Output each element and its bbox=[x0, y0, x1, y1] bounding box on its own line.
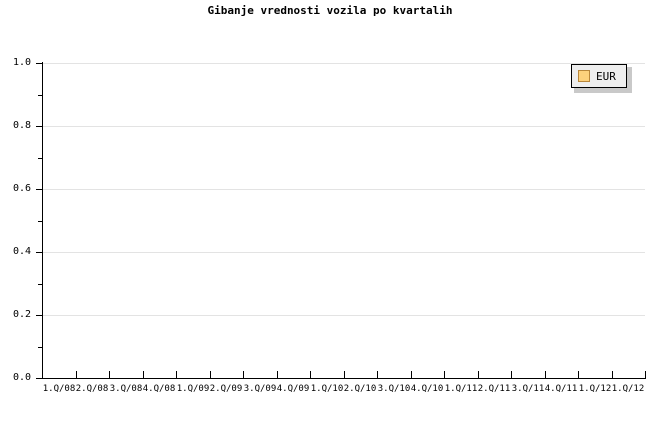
gridline-y bbox=[42, 252, 645, 253]
y-axis-tick-minor bbox=[38, 220, 43, 222]
gridline-y bbox=[42, 126, 645, 127]
x-axis-tick-label: 1.Q/09 bbox=[176, 384, 210, 394]
y-axis-tick-major bbox=[36, 315, 43, 316]
series-layer-eur bbox=[42, 63, 645, 378]
x-axis-tick bbox=[176, 371, 177, 379]
x-axis-tick-label: 1.Q/11 bbox=[444, 384, 478, 394]
x-axis-tick-label: 1.Q/12 bbox=[578, 384, 612, 394]
x-axis-tick bbox=[243, 371, 244, 379]
x-axis-tick bbox=[645, 371, 646, 379]
x-axis-tick bbox=[344, 371, 345, 379]
gridline-y bbox=[42, 189, 645, 190]
y-axis-tick-major bbox=[36, 63, 43, 64]
x-axis-tick bbox=[277, 371, 278, 379]
y-axis-tick-label: 0.0 bbox=[12, 372, 31, 383]
y-axis-tick-label: 0.6 bbox=[12, 183, 31, 194]
x-axis-tick-label: 3.Q/11 bbox=[511, 384, 545, 394]
x-axis-tick-label: 3.Q/10 bbox=[377, 384, 411, 394]
y-axis-tick-major bbox=[36, 378, 43, 379]
x-axis-tick-label: 1.Q/08 bbox=[42, 384, 76, 394]
x-axis-tick bbox=[76, 371, 77, 379]
x-axis-tick bbox=[612, 371, 613, 379]
x-axis-tick-label: 4.Q/08 bbox=[142, 384, 176, 394]
x-axis-tick bbox=[411, 371, 412, 379]
x-axis-tick bbox=[310, 371, 311, 379]
y-axis-tick-label: 0.4 bbox=[12, 246, 31, 257]
gridline-y bbox=[42, 63, 645, 64]
y-axis-tick-minor bbox=[38, 94, 43, 96]
chart-title: Gibanje vrednosti vozila po kvartalih bbox=[207, 4, 453, 17]
gridline-y bbox=[42, 315, 645, 316]
x-axis-tick bbox=[444, 371, 445, 379]
x-axis-tick-label: 3.Q/09 bbox=[243, 384, 277, 394]
x-axis-tick-label: 4.Q/10 bbox=[410, 384, 444, 394]
x-axis-tick-label: 4.Q/11 bbox=[544, 384, 578, 394]
y-axis-tick-minor bbox=[38, 283, 43, 285]
x-axis-tick bbox=[545, 371, 546, 379]
x-axis-tick bbox=[109, 371, 110, 379]
x-axis-tick bbox=[42, 371, 43, 379]
y-axis-tick-label: 0.2 bbox=[12, 309, 31, 320]
series-svg bbox=[42, 63, 645, 378]
y-axis-tick-minor bbox=[38, 346, 43, 348]
x-axis-tick bbox=[210, 371, 211, 379]
chart-legend: EUR bbox=[571, 64, 632, 93]
legend-color-swatch-icon bbox=[578, 70, 590, 82]
x-axis-tick-label: 2.Q/08 bbox=[75, 384, 109, 394]
y-axis-tick-label: 0.8 bbox=[12, 120, 31, 131]
x-axis-tick-label: 3.Q/08 bbox=[109, 384, 143, 394]
x-axis-tick-label: 1.Q/10 bbox=[310, 384, 344, 394]
plot-area bbox=[42, 63, 645, 378]
y-axis-tick-major bbox=[36, 252, 43, 253]
legend-item-label: EUR bbox=[596, 69, 616, 83]
x-axis-tick-label: 4.Q/09 bbox=[276, 384, 310, 394]
x-axis-tick-label: 2.Q/10 bbox=[343, 384, 377, 394]
y-axis-tick-label: 1.0 bbox=[12, 57, 31, 68]
y-axis-tick-minor bbox=[38, 157, 43, 159]
x-axis-tick bbox=[511, 371, 512, 379]
x-axis-tick bbox=[478, 371, 479, 379]
x-axis-tick-label: 1.Q/12 bbox=[611, 384, 645, 394]
x-axis-tick bbox=[377, 371, 378, 379]
y-axis-tick-major bbox=[36, 126, 43, 127]
x-axis-tick-label: 2.Q/11 bbox=[477, 384, 511, 394]
x-axis-tick bbox=[578, 371, 579, 379]
y-axis-tick-major bbox=[36, 189, 43, 190]
legend-item-eur[interactable]: EUR bbox=[571, 64, 627, 88]
x-axis-tick bbox=[143, 371, 144, 379]
x-axis-tick-label: 2.Q/09 bbox=[209, 384, 243, 394]
